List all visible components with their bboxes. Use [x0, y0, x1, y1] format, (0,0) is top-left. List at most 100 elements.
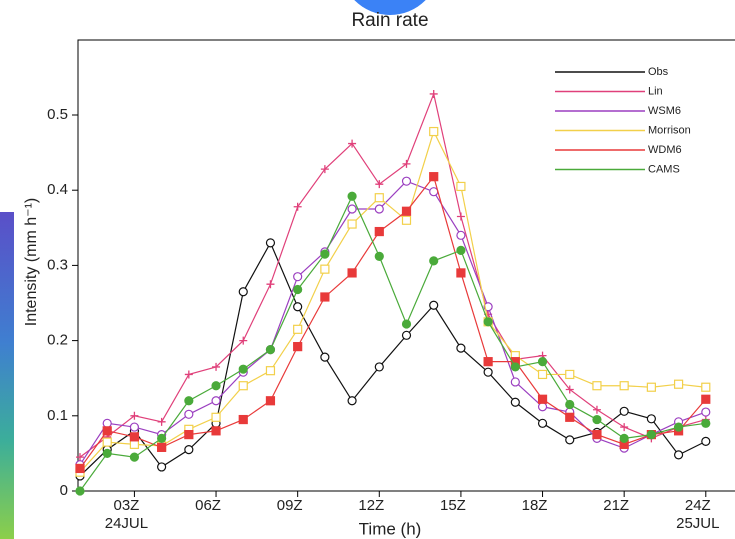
marker — [457, 344, 465, 352]
y-tick-label: 0.2 — [47, 332, 68, 349]
marker — [130, 433, 138, 441]
marker — [647, 431, 655, 439]
marker — [593, 416, 601, 424]
x-tick-label: 24Z — [685, 497, 711, 514]
marker — [539, 395, 547, 403]
marker — [511, 398, 519, 406]
background-image-strip — [0, 212, 14, 539]
x-tick-label: 12Z — [358, 497, 384, 514]
marker — [566, 370, 574, 378]
marker — [484, 368, 492, 376]
marker — [403, 320, 411, 328]
marker — [158, 418, 166, 426]
marker — [348, 269, 356, 277]
marker — [239, 288, 247, 296]
marker — [375, 228, 383, 236]
marker — [457, 213, 465, 221]
marker — [430, 301, 438, 309]
marker — [158, 434, 166, 442]
marker — [212, 397, 220, 405]
marker — [103, 449, 111, 457]
marker — [321, 250, 329, 258]
marker — [511, 378, 519, 386]
marker — [103, 427, 111, 435]
marker — [593, 382, 601, 390]
marker — [130, 423, 138, 431]
marker — [185, 446, 193, 454]
marker — [103, 419, 111, 427]
marker — [130, 453, 138, 461]
chart-title: Rain rate — [351, 10, 428, 31]
marker — [675, 423, 683, 431]
y-tick-label: 0.5 — [47, 106, 68, 123]
series-line — [80, 94, 706, 457]
y-axis-label: Intensity (mm h⁻¹) — [23, 198, 40, 326]
marker — [484, 358, 492, 366]
y-tick-label: 0 — [60, 482, 68, 499]
x-tick-label: 15Z — [440, 497, 466, 514]
marker — [266, 239, 274, 247]
marker — [539, 370, 547, 378]
marker — [294, 303, 302, 311]
marker — [348, 192, 356, 200]
marker — [539, 403, 547, 411]
marker — [566, 413, 574, 421]
marker — [348, 220, 356, 228]
marker — [511, 363, 519, 371]
marker — [620, 382, 628, 390]
legend-label: WSM6 — [648, 105, 681, 117]
x-date-label: 25JUL — [676, 515, 719, 532]
marker — [348, 397, 356, 405]
marker — [266, 280, 274, 288]
marker — [620, 423, 628, 431]
marker — [266, 367, 274, 375]
marker — [266, 397, 274, 405]
legend-label: WDM6 — [648, 144, 682, 156]
marker — [321, 353, 329, 361]
marker — [76, 487, 84, 495]
marker — [403, 331, 411, 339]
marker — [294, 285, 302, 293]
marker — [185, 410, 193, 418]
x-date-label: 24JUL — [105, 515, 148, 532]
marker — [430, 173, 438, 181]
marker — [239, 365, 247, 373]
marker — [403, 216, 411, 224]
marker — [266, 346, 274, 354]
marker — [484, 318, 492, 326]
x-axis-label: Time (h) — [359, 519, 422, 538]
marker — [702, 419, 710, 427]
series-line — [80, 177, 706, 469]
marker — [239, 416, 247, 424]
marker — [375, 252, 383, 260]
marker — [294, 325, 302, 333]
marker — [539, 358, 547, 366]
marker — [239, 382, 247, 390]
marker — [212, 413, 220, 421]
marker — [430, 90, 438, 98]
marker — [294, 343, 302, 351]
y-tick-label: 0.3 — [47, 256, 68, 273]
marker — [158, 443, 166, 451]
marker — [212, 427, 220, 435]
series-line — [80, 196, 706, 491]
marker — [403, 177, 411, 185]
marker — [702, 437, 710, 445]
marker — [675, 380, 683, 388]
marker — [457, 246, 465, 254]
marker — [348, 205, 356, 213]
marker — [321, 293, 329, 301]
marker — [185, 370, 193, 378]
y-tick-label: 0.1 — [47, 407, 68, 424]
marker — [185, 431, 193, 439]
legend-label: CAMS — [648, 163, 680, 175]
legend-label: Obs — [648, 66, 669, 78]
marker — [675, 451, 683, 459]
marker — [457, 231, 465, 239]
x-tick-label: 09Z — [277, 497, 303, 514]
x-tick-label: 21Z — [603, 497, 629, 514]
marker — [430, 188, 438, 196]
marker — [430, 128, 438, 136]
marker — [647, 383, 655, 391]
marker — [593, 431, 601, 439]
